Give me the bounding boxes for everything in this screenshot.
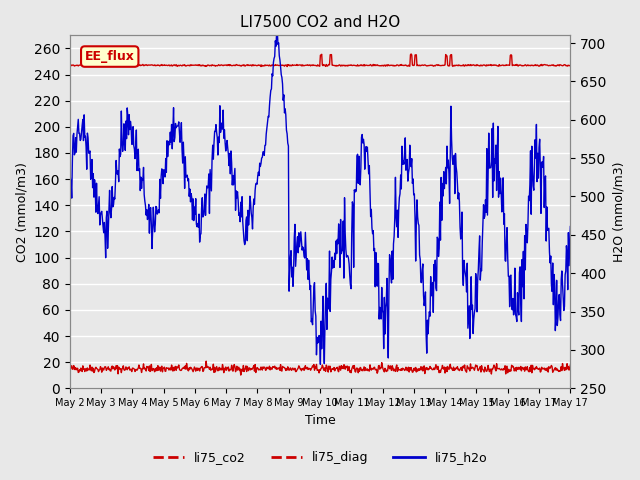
Y-axis label: CO2 (mmol/m3): CO2 (mmol/m3) [15,162,28,262]
Title: LI7500 CO2 and H2O: LI7500 CO2 and H2O [240,15,400,30]
Legend: li75_co2, li75_diag, li75_h2o: li75_co2, li75_diag, li75_h2o [148,446,492,469]
X-axis label: Time: Time [305,414,335,427]
Text: EE_flux: EE_flux [84,50,134,63]
Y-axis label: H2O (mmol/m3): H2O (mmol/m3) [612,162,625,262]
